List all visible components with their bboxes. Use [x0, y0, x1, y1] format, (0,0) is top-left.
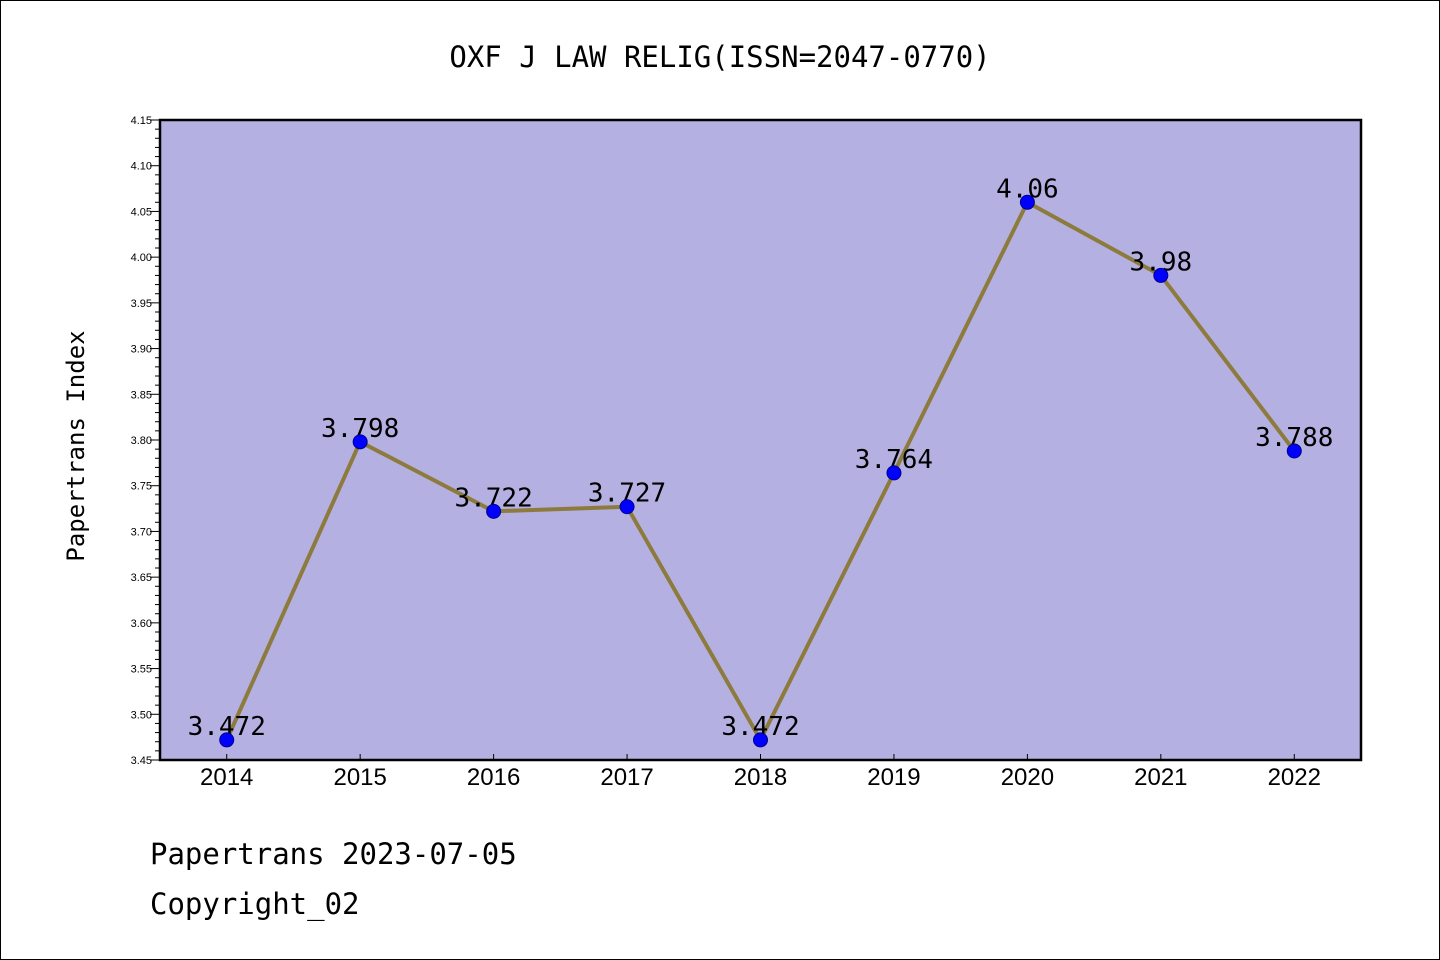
data-point	[219, 732, 235, 748]
plot-frame	[158, 118, 1363, 762]
x-tick-labels: 2014 2015 2016 2017 2018 2019 2020 2021 2022	[200, 764, 1321, 791]
y-tick-label: 3.45	[131, 755, 152, 767]
y-tick-label: 4.00	[131, 252, 152, 264]
x-tick-label: 2020	[1001, 764, 1054, 791]
y-tick-label: 3.75	[131, 481, 152, 493]
y-tick-label: 3.60	[131, 618, 152, 630]
y-tick-label: 3.80	[131, 435, 152, 447]
y-tick-label: 3.65	[131, 572, 152, 584]
y-tick-label: 3.90	[131, 344, 152, 356]
y-tick-label: 3.85	[131, 389, 152, 401]
x-tick-label: 2016	[467, 764, 520, 791]
y-axis-label: Papertrans Index	[62, 330, 90, 561]
y-tick-label: 4.10	[131, 161, 152, 173]
data-points	[219, 194, 1302, 748]
data-point	[352, 434, 368, 450]
y-tick-labels: 3.45 3.50 3.55 3.60 3.65 3.70 3.75 3.80 3.85 3.90…	[131, 115, 152, 767]
data-point	[486, 503, 502, 519]
chart-title: OXF J LAW RELIG(ISSN=2047-0770)	[449, 40, 990, 74]
x-tick-label: 2022	[1268, 764, 1321, 791]
y-tick-label: 4.15	[131, 115, 152, 127]
y-tick-label: 3.70	[131, 526, 152, 538]
y-major-ticks	[150, 119, 160, 761]
data-point	[886, 465, 902, 481]
x-tick-label: 2019	[867, 764, 920, 791]
footer-copyright: Copyright_02	[150, 887, 360, 922]
data-point	[1153, 267, 1169, 283]
x-tick-label: 2015	[333, 764, 386, 791]
data-point	[1019, 194, 1035, 210]
x-tick-label: 2014	[200, 764, 253, 791]
x-tick-label: 2018	[734, 764, 787, 791]
y-tick-label: 3.50	[131, 709, 152, 721]
y-tick-label: 4.05	[131, 206, 152, 218]
data-point	[753, 732, 768, 748]
data-point	[619, 499, 635, 515]
y-tick-label: 3.55	[131, 664, 152, 676]
x-tick-label: 2017	[600, 764, 653, 791]
footer-date: Papertrans 2023-07-05	[150, 837, 517, 871]
y-tick-label: 3.95	[131, 298, 152, 310]
data-point	[1286, 443, 1302, 459]
x-tick-label: 2021	[1134, 764, 1187, 791]
